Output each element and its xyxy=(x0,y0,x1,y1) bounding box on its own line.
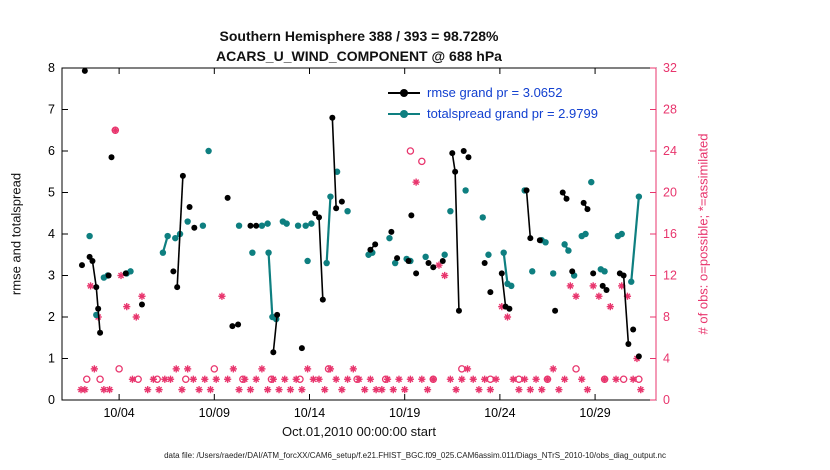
legend-label-totalspread: totalspread grand pr = 2.9799 xyxy=(427,106,598,121)
legend: rmse grand pr = 3.0652 totalspread grand… xyxy=(388,82,598,124)
plot-subtitle: ACARS_U_WIND_COMPONENT @ 688 hPa xyxy=(216,48,502,64)
svg-text:10/14: 10/14 xyxy=(294,406,325,420)
legend-label-rmse: rmse grand pr = 3.0652 xyxy=(427,85,563,100)
legend-item-totalspread: totalspread grand pr = 2.9799 xyxy=(388,103,598,124)
svg-text:24: 24 xyxy=(663,144,677,158)
legend-dot-rmse xyxy=(400,88,408,97)
plot-title: Southern Hemisphere 388 / 393 = 98.728% xyxy=(219,28,499,44)
svg-text:3: 3 xyxy=(48,269,55,283)
svg-text:4: 4 xyxy=(48,227,55,241)
right-axis-label: # of obs: o=possible; *=assimilated xyxy=(695,133,711,335)
svg-text:28: 28 xyxy=(663,103,677,117)
svg-text:16: 16 xyxy=(663,227,677,241)
svg-text:0: 0 xyxy=(663,393,670,407)
svg-text:10/24: 10/24 xyxy=(484,406,515,420)
svg-text:8: 8 xyxy=(663,310,670,324)
svg-text:1: 1 xyxy=(48,352,55,366)
legend-line-totalspread xyxy=(388,109,420,118)
svg-text:2: 2 xyxy=(48,310,55,324)
x-axis-label: Oct.01,2010 00:00:00 start xyxy=(282,424,436,439)
svg-text:7: 7 xyxy=(48,103,55,117)
svg-text:20: 20 xyxy=(663,186,677,200)
svg-text:10/19: 10/19 xyxy=(389,406,420,420)
legend-line-rmse xyxy=(388,88,420,97)
svg-text:5: 5 xyxy=(48,186,55,200)
legend-dot-totalspread xyxy=(400,109,408,118)
svg-text:6: 6 xyxy=(48,144,55,158)
svg-text:0: 0 xyxy=(48,393,55,407)
svg-text:10/09: 10/09 xyxy=(199,406,230,420)
svg-text:12: 12 xyxy=(663,269,677,283)
svg-text:8: 8 xyxy=(48,61,55,75)
left-axis-label: rmse and totalspread xyxy=(8,172,24,296)
svg-text:10/29: 10/29 xyxy=(579,406,610,420)
legend-item-rmse: rmse grand pr = 3.0652 xyxy=(388,82,598,103)
svg-text:32: 32 xyxy=(663,61,677,75)
svg-text:10/04: 10/04 xyxy=(103,406,134,420)
data-file-caption: data file: /Users/raeder/DAI/ATM_forcXX/… xyxy=(164,451,666,460)
svg-text:4: 4 xyxy=(663,352,670,366)
